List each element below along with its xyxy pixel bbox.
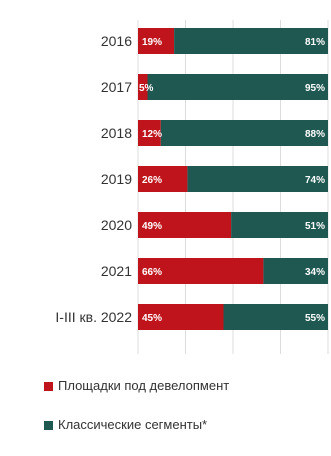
- value-label-development-4: 49%: [142, 221, 162, 232]
- bar-development-3: [138, 166, 188, 192]
- value-label-development-0: 19%: [142, 37, 162, 48]
- value-label-development-6: 45%: [142, 313, 162, 324]
- legend-item-classic: Классические сегменты*: [44, 417, 229, 433]
- bar-classic-3: [187, 166, 328, 192]
- value-label-classic-0: 81%: [305, 37, 325, 48]
- labels: 2016 19% 81% 2017 5% 95% 2018 12% 88% 2019 26% 74% 2…: [55, 33, 325, 325]
- bar-classic-0: [174, 28, 328, 54]
- legend-label-development: Площадки под девелопмент: [58, 378, 230, 393]
- bar-classic-5: [263, 258, 328, 284]
- bar-development-4: [138, 212, 232, 238]
- value-label-classic-2: 88%: [305, 129, 325, 140]
- value-label-development-5: 66%: [142, 267, 162, 278]
- bar-development-2: [138, 120, 161, 146]
- category-label-6: I-III кв. 2022: [55, 309, 132, 325]
- bar-development-1: [138, 74, 148, 100]
- category-label-3: 2019: [101, 171, 132, 187]
- stacked-bar-chart: 2016 19% 81% 2017 5% 95% 2018 12% 88% 2019 26% 74% 2…: [55, 20, 329, 354]
- value-label-classic-3: 74%: [305, 175, 325, 186]
- bar-development-6: [138, 304, 224, 330]
- bar-development-5: [138, 258, 264, 284]
- bar-classic-6: [223, 304, 328, 330]
- legend: Площадки под девелопмент Классические се…: [44, 378, 229, 456]
- legend-swatch-development: [44, 381, 53, 391]
- value-label-classic-6: 55%: [305, 313, 325, 324]
- value-label-development-3: 26%: [142, 175, 162, 186]
- category-label-2: 2018: [101, 125, 132, 141]
- legend-swatch-classic: [44, 420, 53, 430]
- category-label-4: 2020: [101, 217, 132, 233]
- bar-classic-2: [160, 120, 328, 146]
- value-label-classic-5: 34%: [305, 267, 325, 278]
- bar-classic-1: [147, 74, 328, 100]
- value-label-classic-1: 95%: [305, 83, 325, 94]
- legend-item-development: Площадки под девелопмент: [44, 378, 229, 394]
- value-label-development-2: 12%: [142, 129, 162, 140]
- category-label-5: 2021: [101, 263, 132, 279]
- bar-classic-4: [231, 212, 328, 238]
- legend-label-classic: Классические сегменты*: [58, 417, 208, 432]
- value-label-classic-4: 51%: [305, 221, 325, 232]
- value-label-development-1: 5%: [139, 83, 154, 94]
- bars: [138, 28, 328, 330]
- category-label-1: 2017: [101, 79, 132, 95]
- bar-development-0: [138, 28, 175, 54]
- category-label-0: 2016: [101, 33, 132, 49]
